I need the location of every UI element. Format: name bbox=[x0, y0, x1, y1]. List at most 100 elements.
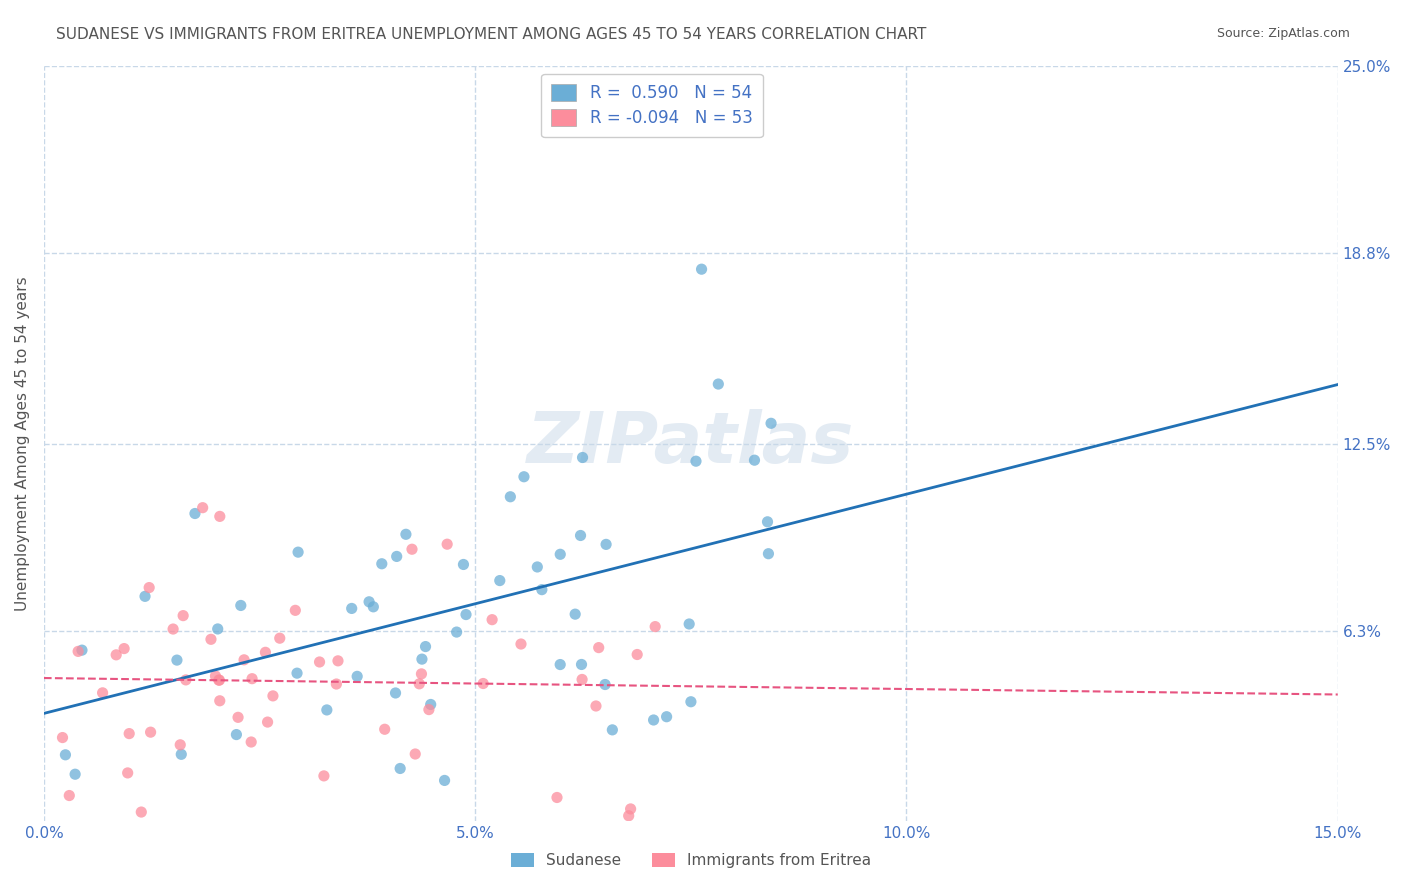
Point bbox=[58, 789, 80, 803]
Point bbox=[204, 669, 226, 683]
Point bbox=[678, 617, 700, 632]
Point bbox=[169, 738, 191, 752]
Point bbox=[395, 527, 418, 541]
Point bbox=[564, 607, 586, 622]
Point bbox=[481, 613, 503, 627]
Point bbox=[690, 262, 713, 277]
Point bbox=[162, 622, 184, 636]
Point bbox=[571, 450, 593, 465]
Point bbox=[453, 558, 475, 572]
Point bbox=[229, 599, 252, 613]
Point bbox=[685, 454, 707, 468]
Point bbox=[174, 673, 197, 687]
Point bbox=[315, 703, 337, 717]
Point bbox=[436, 537, 458, 551]
Point bbox=[433, 773, 456, 788]
Point bbox=[208, 673, 231, 688]
Point bbox=[262, 689, 284, 703]
Point bbox=[67, 644, 90, 658]
Point bbox=[269, 631, 291, 645]
Point bbox=[411, 652, 433, 666]
Point bbox=[346, 669, 368, 683]
Point bbox=[595, 537, 617, 551]
Point bbox=[759, 417, 782, 431]
Point bbox=[70, 643, 93, 657]
Point bbox=[655, 709, 678, 723]
Point bbox=[446, 625, 468, 640]
Point bbox=[408, 677, 430, 691]
Point bbox=[233, 653, 256, 667]
Point bbox=[626, 648, 648, 662]
Point bbox=[138, 581, 160, 595]
Point bbox=[284, 603, 307, 617]
Point bbox=[207, 622, 229, 636]
Point bbox=[644, 619, 666, 633]
Point bbox=[744, 453, 766, 467]
Point bbox=[593, 677, 616, 691]
Point bbox=[166, 653, 188, 667]
Point bbox=[326, 654, 349, 668]
Point bbox=[401, 542, 423, 557]
Point bbox=[602, 723, 624, 737]
Point bbox=[308, 655, 330, 669]
Point bbox=[756, 515, 779, 529]
Point bbox=[256, 714, 278, 729]
Text: Source: ZipAtlas.com: Source: ZipAtlas.com bbox=[1216, 27, 1350, 40]
Point bbox=[105, 648, 128, 662]
Point bbox=[254, 645, 277, 659]
Point bbox=[418, 703, 440, 717]
Point bbox=[546, 790, 568, 805]
Point bbox=[569, 528, 592, 542]
Point bbox=[208, 694, 231, 708]
Point bbox=[513, 469, 536, 483]
Point bbox=[758, 547, 780, 561]
Point bbox=[415, 640, 437, 654]
Point bbox=[325, 677, 347, 691]
Point bbox=[134, 590, 156, 604]
Point bbox=[200, 632, 222, 647]
Point bbox=[240, 735, 263, 749]
Point bbox=[454, 607, 477, 622]
Point bbox=[404, 747, 426, 761]
Point bbox=[129, 805, 152, 819]
Point bbox=[240, 672, 263, 686]
Point bbox=[225, 728, 247, 742]
Point bbox=[371, 557, 394, 571]
Point bbox=[139, 725, 162, 739]
Point bbox=[526, 560, 548, 574]
Point bbox=[287, 545, 309, 559]
Text: ZIPatlas: ZIPatlas bbox=[527, 409, 855, 478]
Point bbox=[707, 377, 730, 392]
Point bbox=[117, 766, 139, 780]
Point bbox=[385, 549, 408, 564]
Point bbox=[411, 666, 433, 681]
Point bbox=[472, 676, 495, 690]
Point bbox=[617, 809, 640, 823]
Point bbox=[510, 637, 533, 651]
Point bbox=[571, 657, 593, 672]
Point bbox=[359, 595, 381, 609]
Point bbox=[488, 574, 510, 588]
Point bbox=[548, 547, 571, 561]
Point bbox=[63, 767, 86, 781]
Point bbox=[340, 601, 363, 615]
Point bbox=[191, 500, 214, 515]
Point bbox=[91, 686, 114, 700]
Legend: R =  0.590   N = 54, R = -0.094   N = 53: R = 0.590 N = 54, R = -0.094 N = 53 bbox=[541, 74, 762, 137]
Point bbox=[55, 747, 77, 762]
Point bbox=[118, 726, 141, 740]
Point bbox=[208, 673, 231, 687]
Y-axis label: Unemployment Among Ages 45 to 54 years: Unemployment Among Ages 45 to 54 years bbox=[15, 277, 30, 611]
Point bbox=[363, 599, 385, 614]
Point bbox=[585, 698, 607, 713]
Point bbox=[112, 641, 135, 656]
Point bbox=[184, 507, 207, 521]
Point bbox=[548, 657, 571, 672]
Point bbox=[384, 686, 406, 700]
Point bbox=[374, 723, 396, 737]
Point bbox=[499, 490, 522, 504]
Point bbox=[571, 673, 593, 687]
Point bbox=[51, 731, 73, 745]
Point bbox=[643, 713, 665, 727]
Point bbox=[312, 769, 335, 783]
